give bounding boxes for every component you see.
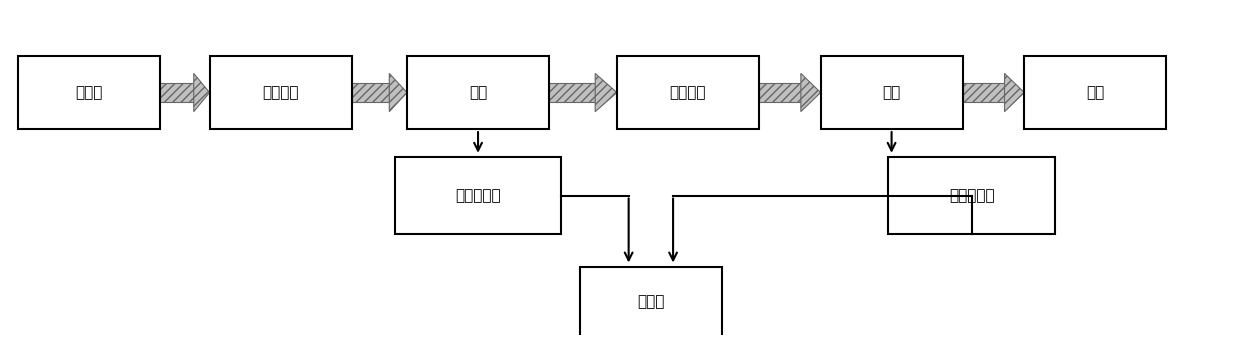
FancyBboxPatch shape (1024, 56, 1167, 129)
FancyBboxPatch shape (160, 83, 193, 102)
FancyBboxPatch shape (394, 158, 562, 234)
FancyBboxPatch shape (210, 56, 351, 129)
FancyBboxPatch shape (821, 56, 962, 129)
Polygon shape (1004, 73, 1024, 112)
Text: 原材料: 原材料 (76, 85, 103, 100)
FancyBboxPatch shape (759, 83, 801, 102)
Text: 显示器: 显示器 (637, 294, 665, 310)
FancyBboxPatch shape (580, 267, 722, 337)
Text: 牵引: 牵引 (883, 85, 900, 100)
Text: 第二测厚仪: 第二测厚仪 (949, 188, 994, 203)
Polygon shape (595, 73, 618, 112)
FancyBboxPatch shape (618, 56, 759, 129)
Polygon shape (801, 73, 821, 112)
Text: 收卷: 收卷 (1086, 85, 1105, 100)
FancyBboxPatch shape (889, 158, 1055, 234)
Text: 第一测厚仪: 第一测厚仪 (455, 188, 501, 203)
Polygon shape (389, 73, 407, 112)
FancyBboxPatch shape (407, 56, 549, 129)
FancyBboxPatch shape (549, 83, 595, 102)
FancyBboxPatch shape (19, 56, 160, 129)
Text: 挤出系统: 挤出系统 (263, 85, 299, 100)
Polygon shape (193, 73, 210, 112)
Text: 双向拉伸: 双向拉伸 (670, 85, 706, 100)
FancyBboxPatch shape (351, 83, 389, 102)
Text: 铸片: 铸片 (469, 85, 487, 100)
FancyBboxPatch shape (962, 83, 1004, 102)
